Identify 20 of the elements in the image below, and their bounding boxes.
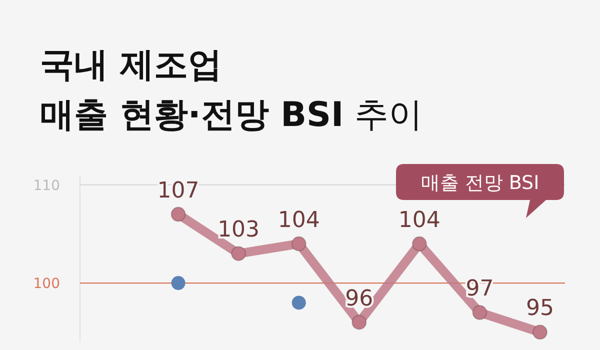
data-label: 97 — [466, 276, 494, 302]
data-label: 107 — [157, 178, 200, 204]
text: 매출 전망 BSI — [420, 172, 540, 194]
y-tick-label: 110 — [33, 178, 60, 194]
point — [171, 276, 186, 290]
point — [231, 246, 246, 262]
data-label: 104 — [278, 208, 320, 233]
point — [472, 305, 488, 320]
chart-title: 국내 제조업 매출 현황·전망 BSI 추이 — [40, 45, 422, 135]
point — [532, 324, 548, 340]
data-label: 104 — [398, 208, 440, 233]
point — [170, 206, 186, 222]
point — [291, 236, 306, 252]
data-label: 95 — [526, 296, 554, 322]
point — [292, 296, 306, 310]
y-tick-label: 100 — [33, 276, 60, 292]
data-label: 96 — [345, 286, 374, 312]
point — [352, 314, 367, 330]
point — [412, 236, 427, 252]
data-label: 103 — [218, 218, 260, 243]
